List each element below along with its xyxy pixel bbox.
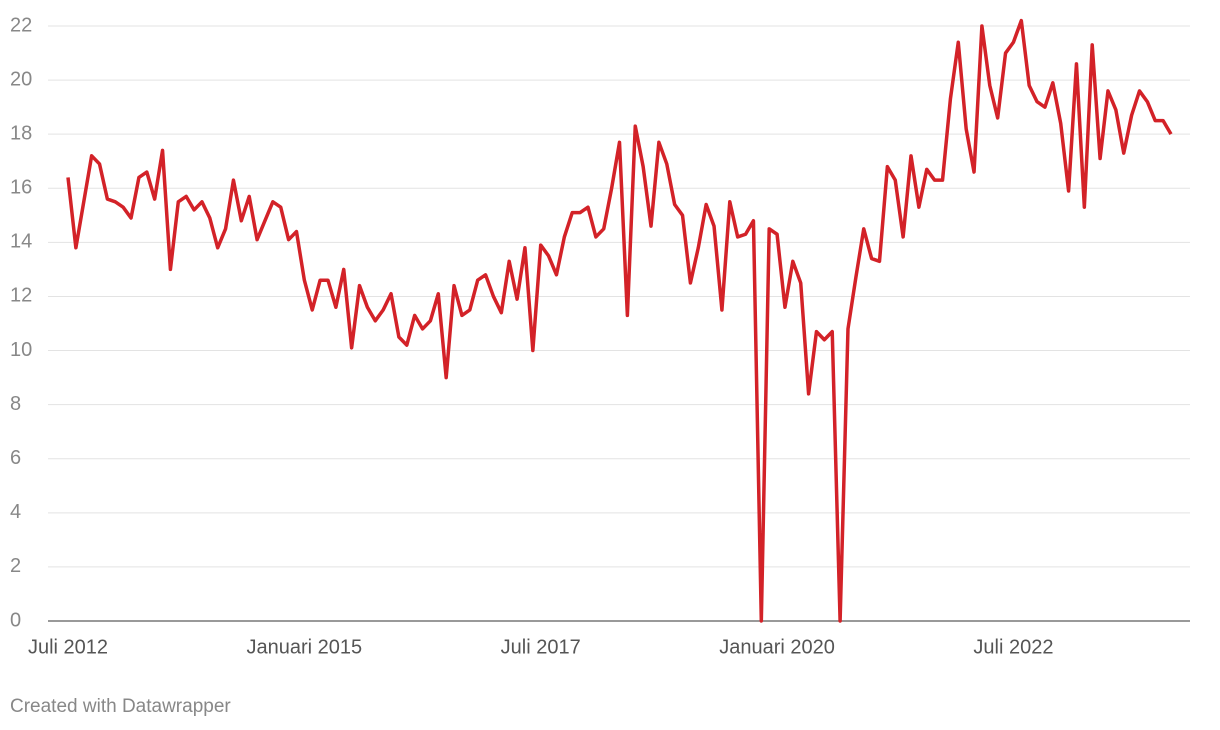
line bbox=[66, 18, 1173, 623]
y-tick-label: 10 bbox=[10, 339, 32, 361]
y-tick-label: 18 bbox=[10, 122, 32, 144]
y-tick-label: 8 bbox=[10, 393, 21, 415]
x-tick-label: Januari 2015 bbox=[247, 636, 363, 658]
y-tick-label: 2 bbox=[10, 555, 21, 577]
x-tick-label: Juli 2022 bbox=[973, 636, 1053, 658]
credit: Created with Datawrapper bbox=[10, 696, 231, 717]
y-tick-label: 16 bbox=[10, 177, 32, 199]
y-tick-label: 22 bbox=[10, 14, 32, 36]
y-tick-label: 20 bbox=[10, 68, 32, 90]
x-tick-label: Juli 2017 bbox=[501, 636, 581, 658]
y-tick-label: 6 bbox=[10, 447, 21, 469]
y-tick-label: 14 bbox=[10, 231, 32, 253]
y-tick-label: 4 bbox=[10, 501, 21, 523]
x-tick-label: Juli 2012 bbox=[28, 636, 108, 658]
x-tick-label: Januari 2020 bbox=[719, 636, 835, 658]
y-tick-label: 0 bbox=[10, 609, 21, 631]
y-tick-label: 12 bbox=[10, 285, 32, 307]
